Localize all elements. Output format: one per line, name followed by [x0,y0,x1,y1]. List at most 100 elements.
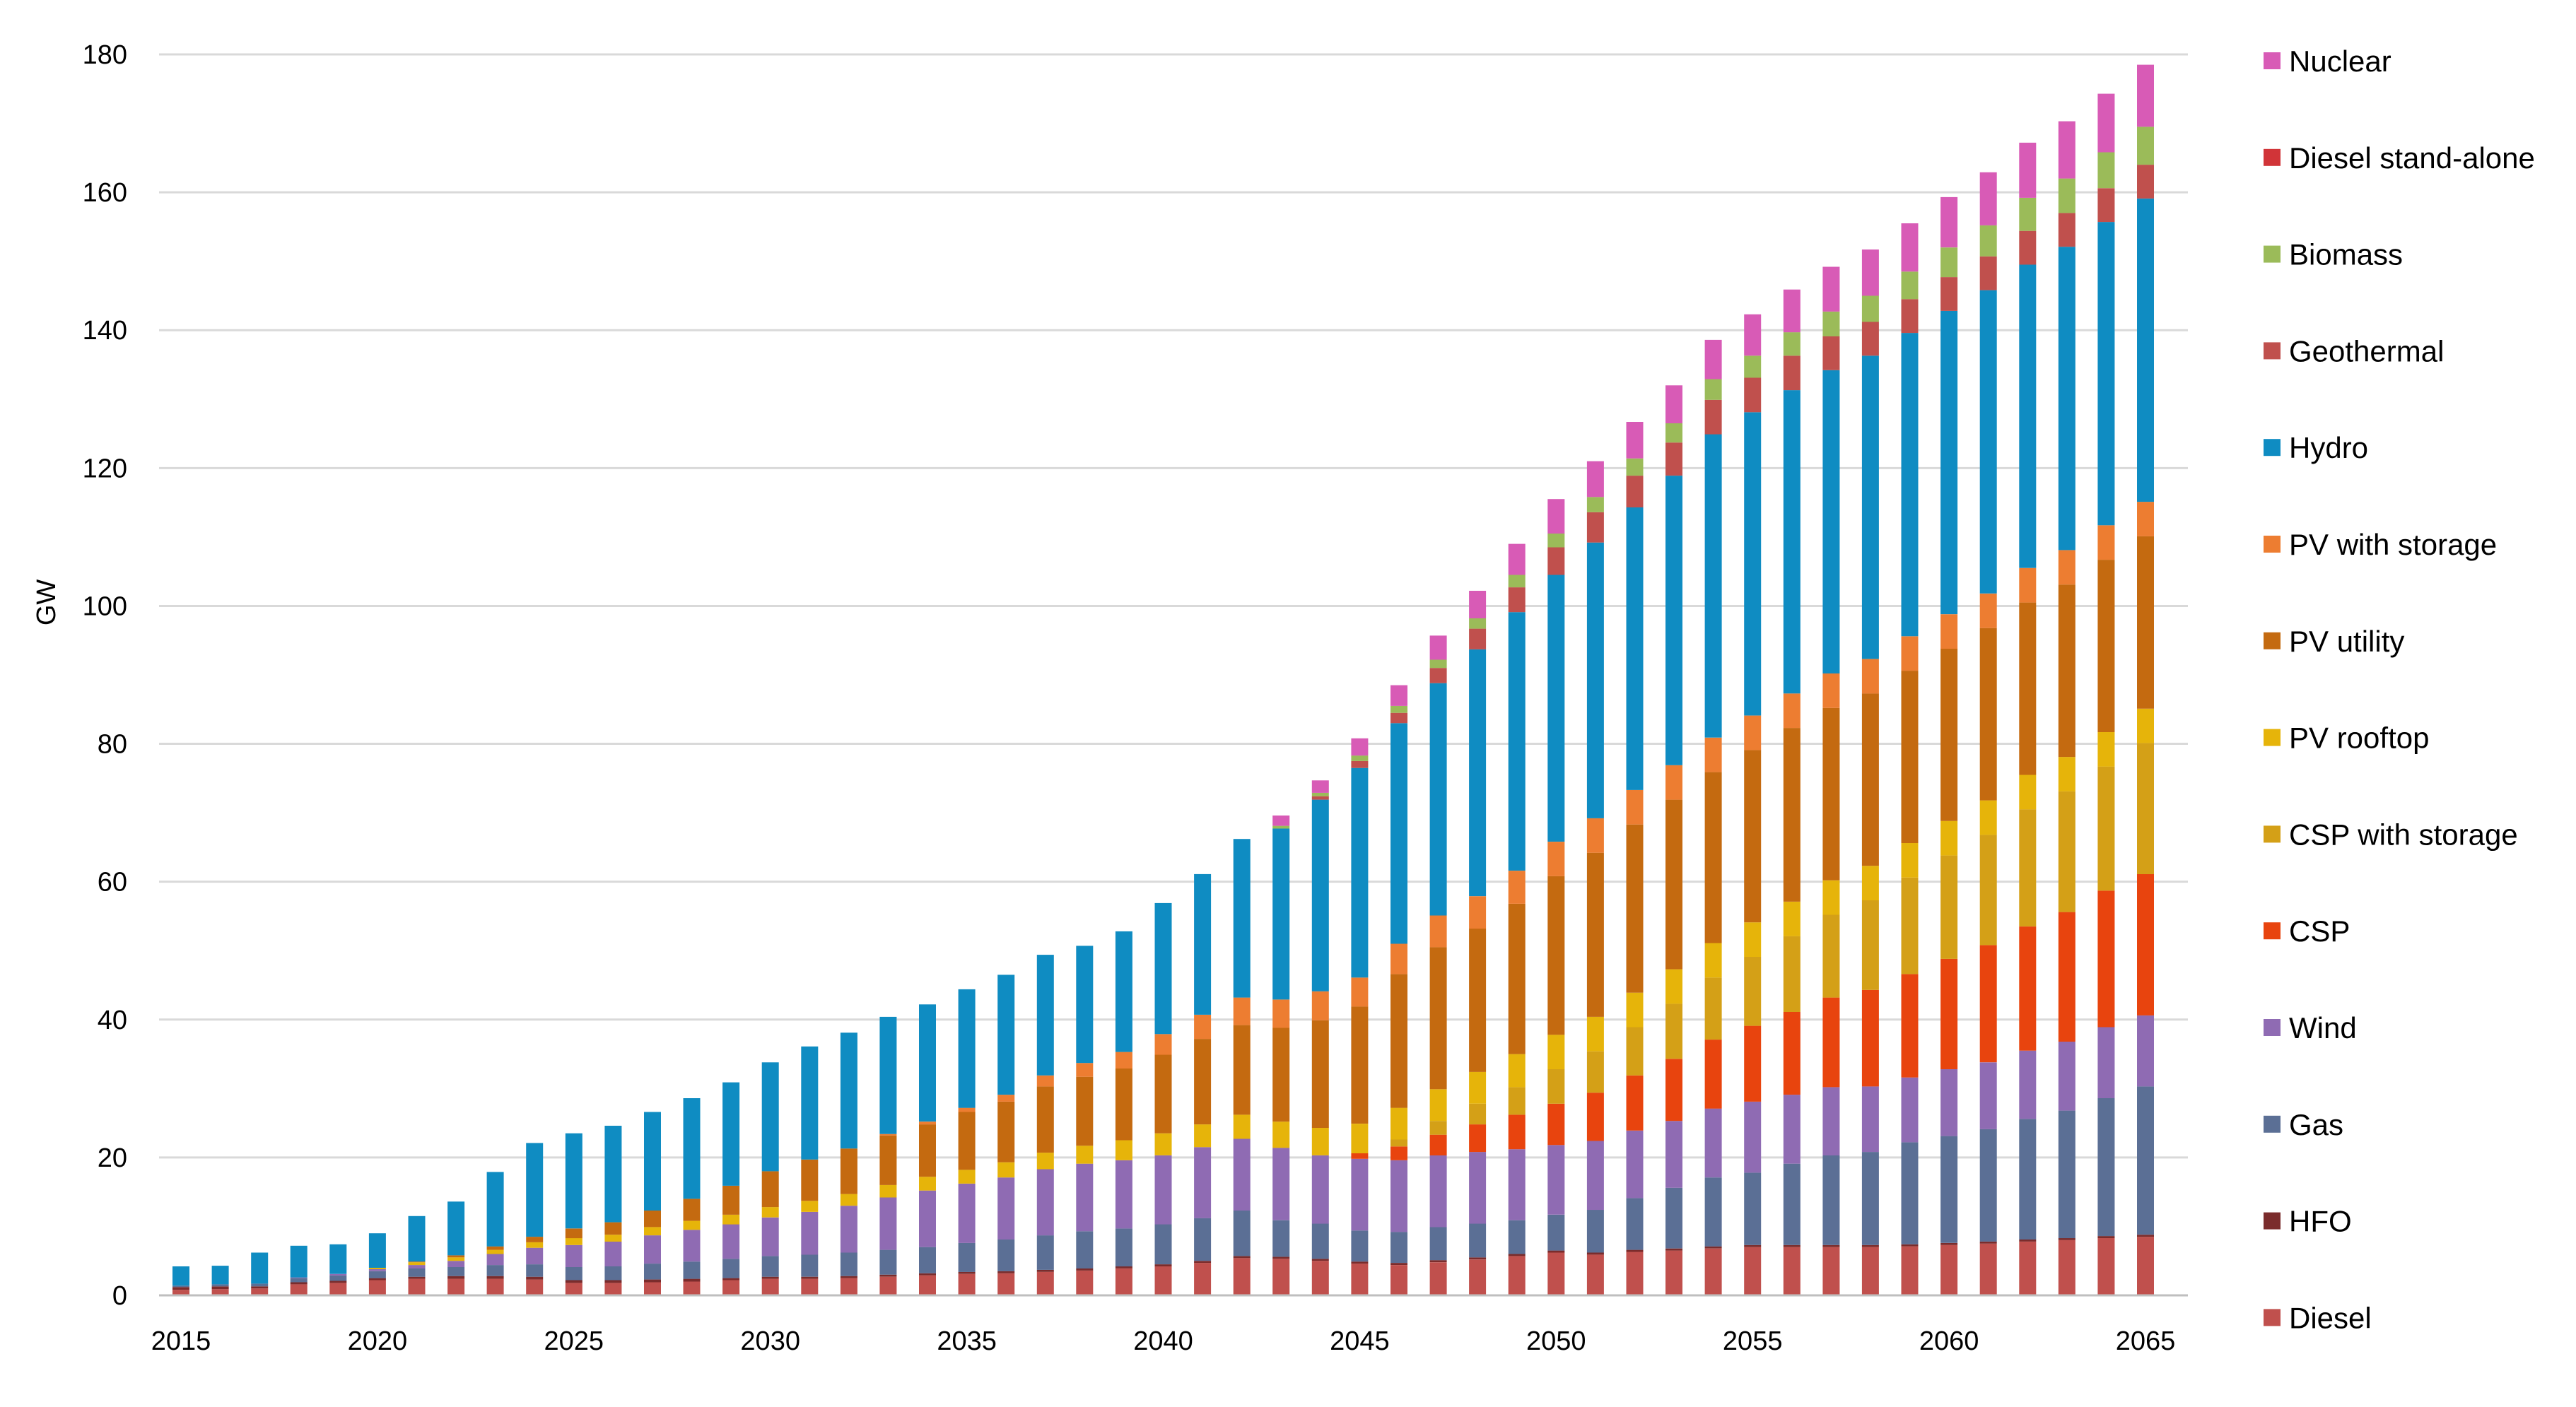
bar-segment [1115,1268,1132,1295]
bar-segment [2097,560,2115,732]
bar-segment [1311,1155,1329,1224]
bar-segment [1626,458,1644,476]
bar-stack [1036,955,1054,1295]
bar-segment [1351,1006,1369,1124]
bar-segment [1115,1228,1132,1267]
legend-item[interactable]: Wind [2264,1011,2357,1044]
bar-segment [644,1282,661,1295]
bar-segment [722,1259,740,1278]
bar-segment [2058,1042,2076,1111]
bar-segment [526,1247,544,1265]
bar-segment [958,1271,976,1274]
bar-segment [1391,943,1407,975]
bar-segment [1665,476,1682,765]
bar-stack [368,1233,386,1295]
bar-segment [1901,1077,1919,1143]
legend-item[interactable]: PV with storage [2264,528,2497,561]
bar-segment [1586,497,1604,512]
bar-segment [1272,825,1290,829]
legend-item[interactable]: CSP with storage [2264,818,2518,851]
legend-item[interactable]: Biomass [2264,238,2403,271]
bar-segment [1586,1254,1604,1295]
bar-segment [1940,614,1958,649]
bar-segment [1233,1138,1251,1211]
legend-label: Nuclear [2289,45,2391,78]
bar-segment [1744,355,1762,378]
bar-segment [997,1095,1015,1102]
bar-segment [840,1278,857,1295]
bar-stack [1704,339,1722,1295]
bar-segment [1076,1163,1094,1232]
bar-segment [1429,915,1447,948]
bar-segment [1744,715,1762,750]
bar-segment [801,1046,819,1160]
bar-segment [801,1276,819,1279]
bar-segment [840,1206,857,1253]
legend-label: CSP [2289,914,2350,948]
legend-item[interactable]: PV utility [2264,625,2404,658]
bar-segment [1861,1244,1879,1247]
bar-segment [644,1264,661,1280]
bar-segment [1626,422,1644,459]
bar-segment [958,1273,976,1295]
y-tick-label: 100 [83,591,127,621]
bar-stack [1272,816,1290,1295]
bar-segment [368,1268,386,1269]
bar-segment [447,1261,465,1267]
legend-item[interactable]: Diesel [2264,1301,2372,1334]
bar-segment [2019,1241,2037,1295]
bar-segment [1979,800,1997,835]
x-tick-label: 2040 [1133,1326,1193,1356]
bar-segment [879,1276,897,1295]
legend-item[interactable]: Nuclear [2264,45,2391,78]
bar-segment [1822,1087,1840,1155]
bar-segment [1233,997,1251,1025]
legend-label: Diesel stand-alone [2289,141,2535,175]
legend-item[interactable]: PV rooftop [2264,722,2429,755]
bar-segment [1469,1103,1487,1125]
bar-segment [1783,936,1801,1012]
bar-stack [447,1201,465,1295]
bar-segment [604,1235,622,1242]
bar-segment [1744,1172,1762,1245]
legend-swatch [2264,52,2281,69]
bar-stack [1861,249,1879,1295]
bar-segment [1076,1231,1094,1268]
legend-item[interactable]: Hydro [2264,431,2368,464]
bar-segment [1547,534,1565,548]
bar-segment [1979,1129,1997,1242]
bar-segment [1940,648,1958,821]
legend-item[interactable]: Geothermal [2264,334,2444,367]
bar-segment [2137,1015,2154,1087]
legend-item[interactable]: HFO [2264,1205,2352,1238]
bar-segment [2137,165,2154,199]
legend-item[interactable]: Gas [2264,1108,2343,1141]
bar-segment [1704,737,1722,772]
bar-stack [526,1143,544,1295]
bar-segment [211,1289,229,1295]
bar-segment [1586,1016,1604,1052]
bar-segment [2137,126,2154,165]
bar-segment [1391,723,1407,944]
bar-segment [486,1246,504,1250]
bar-segment [408,1261,426,1263]
bar-segment [408,1265,426,1268]
bar-segment [526,1264,544,1277]
legend-item[interactable]: CSP [2264,914,2350,948]
bar-segment [1861,989,1879,1087]
bar-segment [840,1032,857,1149]
bar-segment [1076,1270,1094,1295]
bar-segment [2058,550,2076,585]
bar-segment [1665,1003,1682,1059]
bar-segment [761,1278,779,1295]
x-tick-label: 2050 [1526,1326,1586,1356]
bar-segment [1391,1146,1407,1160]
bar-segment [1508,612,1526,871]
bar-segment [1822,997,1840,1088]
bar-segment [801,1278,819,1295]
bar-segment [1508,1254,1526,1256]
bar-segment [1940,310,1958,615]
legend-item[interactable]: Diesel stand-alone [2264,141,2535,175]
bar-segment [526,1279,544,1295]
